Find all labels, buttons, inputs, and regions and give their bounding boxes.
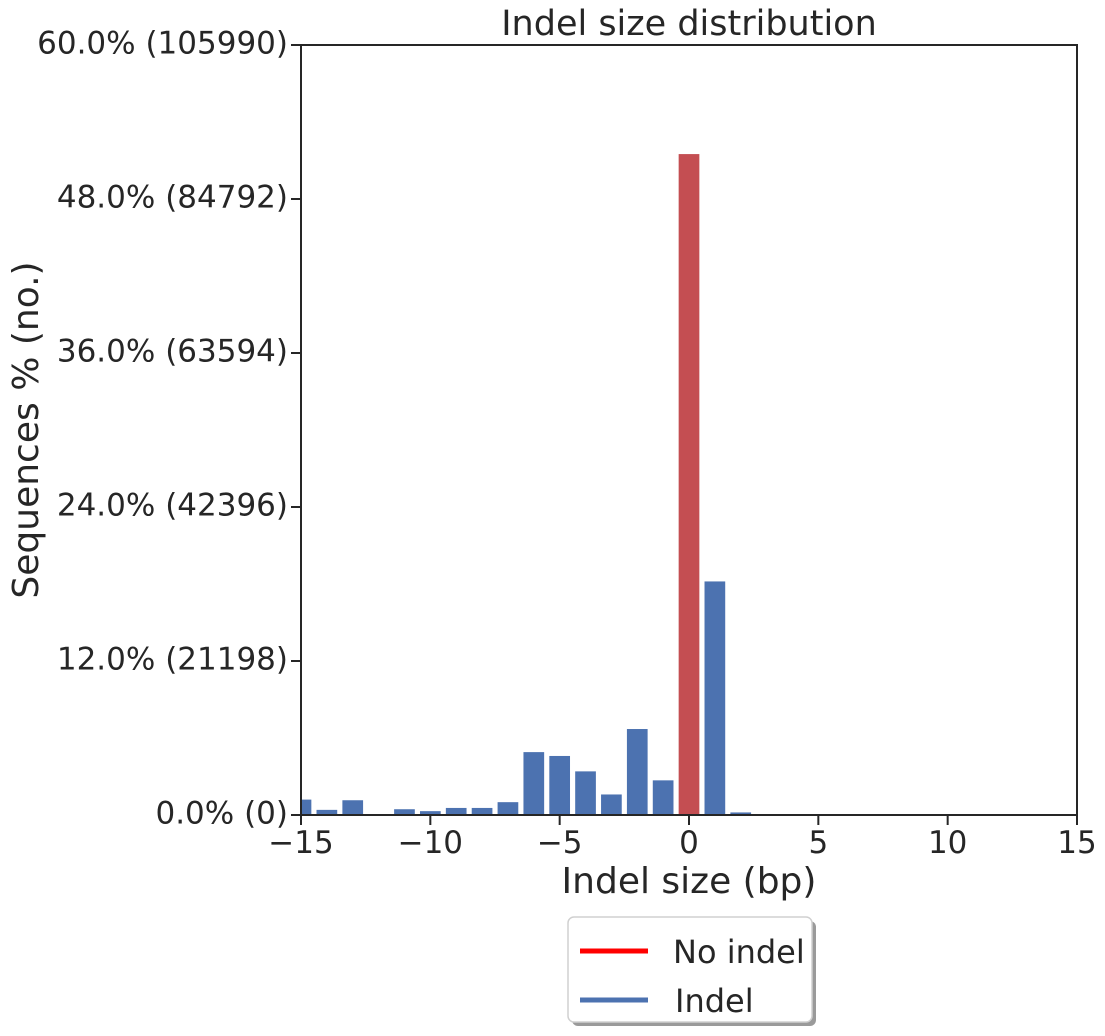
legend-label-indel: Indel bbox=[675, 982, 754, 1020]
bar-indel--7 bbox=[497, 802, 519, 815]
bar-indel--3 bbox=[601, 794, 622, 815]
x-tick-label: 5 bbox=[808, 825, 828, 861]
bar-indel--10 bbox=[419, 811, 441, 815]
y-tick-label: 0.0% (0) bbox=[155, 796, 288, 832]
bar-indel-2 bbox=[730, 812, 752, 815]
x-tick-label: 10 bbox=[928, 825, 967, 861]
y-tick-label: 60.0% (105990) bbox=[37, 26, 288, 62]
y-axis-ticks: 0.0% (0) 12.0% (21198) 24.0% (42396) 36.0% … bbox=[37, 26, 301, 832]
bars-layer bbox=[301, 154, 752, 815]
bar-indel--6 bbox=[523, 752, 545, 815]
legend: No indel Indel bbox=[567, 916, 816, 1026]
y-tick-label: 36.0% (63594) bbox=[57, 334, 288, 370]
bar-indel--1 bbox=[652, 780, 674, 815]
y-tick-label: 24.0% (42396) bbox=[57, 488, 288, 524]
bar-indel--15 bbox=[301, 799, 312, 815]
x-axis-ticks: −15 −10 −5 0 5 10 15 bbox=[268, 815, 1097, 861]
bar-indel--13 bbox=[342, 800, 364, 815]
bar-indel--2 bbox=[626, 729, 648, 815]
x-tick-label: 15 bbox=[1057, 825, 1096, 861]
bar-indel--4 bbox=[575, 771, 596, 815]
legend-box bbox=[567, 916, 813, 1023]
y-tick-label: 12.0% (21198) bbox=[57, 642, 288, 678]
y-axis-label: Sequences % (no.) bbox=[6, 261, 47, 598]
bar-no-indel-0 bbox=[678, 154, 700, 815]
bar-indel--9 bbox=[445, 807, 467, 815]
x-axis-label: Indel size (bp) bbox=[562, 861, 817, 902]
legend-label-no-indel: No indel bbox=[673, 933, 805, 971]
chart-title: Indel size distribution bbox=[501, 4, 877, 44]
bar-indel--11 bbox=[394, 809, 415, 815]
bar-indel-1 bbox=[704, 581, 726, 815]
y-tick-label: 48.0% (84792) bbox=[57, 180, 288, 216]
bar-indel--8 bbox=[471, 807, 493, 815]
x-tick-label: −5 bbox=[537, 825, 583, 861]
x-tick-label: −10 bbox=[398, 825, 463, 861]
x-tick-label: −15 bbox=[268, 825, 333, 861]
bar-indel--14 bbox=[316, 809, 338, 815]
x-tick-label: 0 bbox=[679, 825, 699, 861]
bar-indel--5 bbox=[549, 755, 571, 815]
